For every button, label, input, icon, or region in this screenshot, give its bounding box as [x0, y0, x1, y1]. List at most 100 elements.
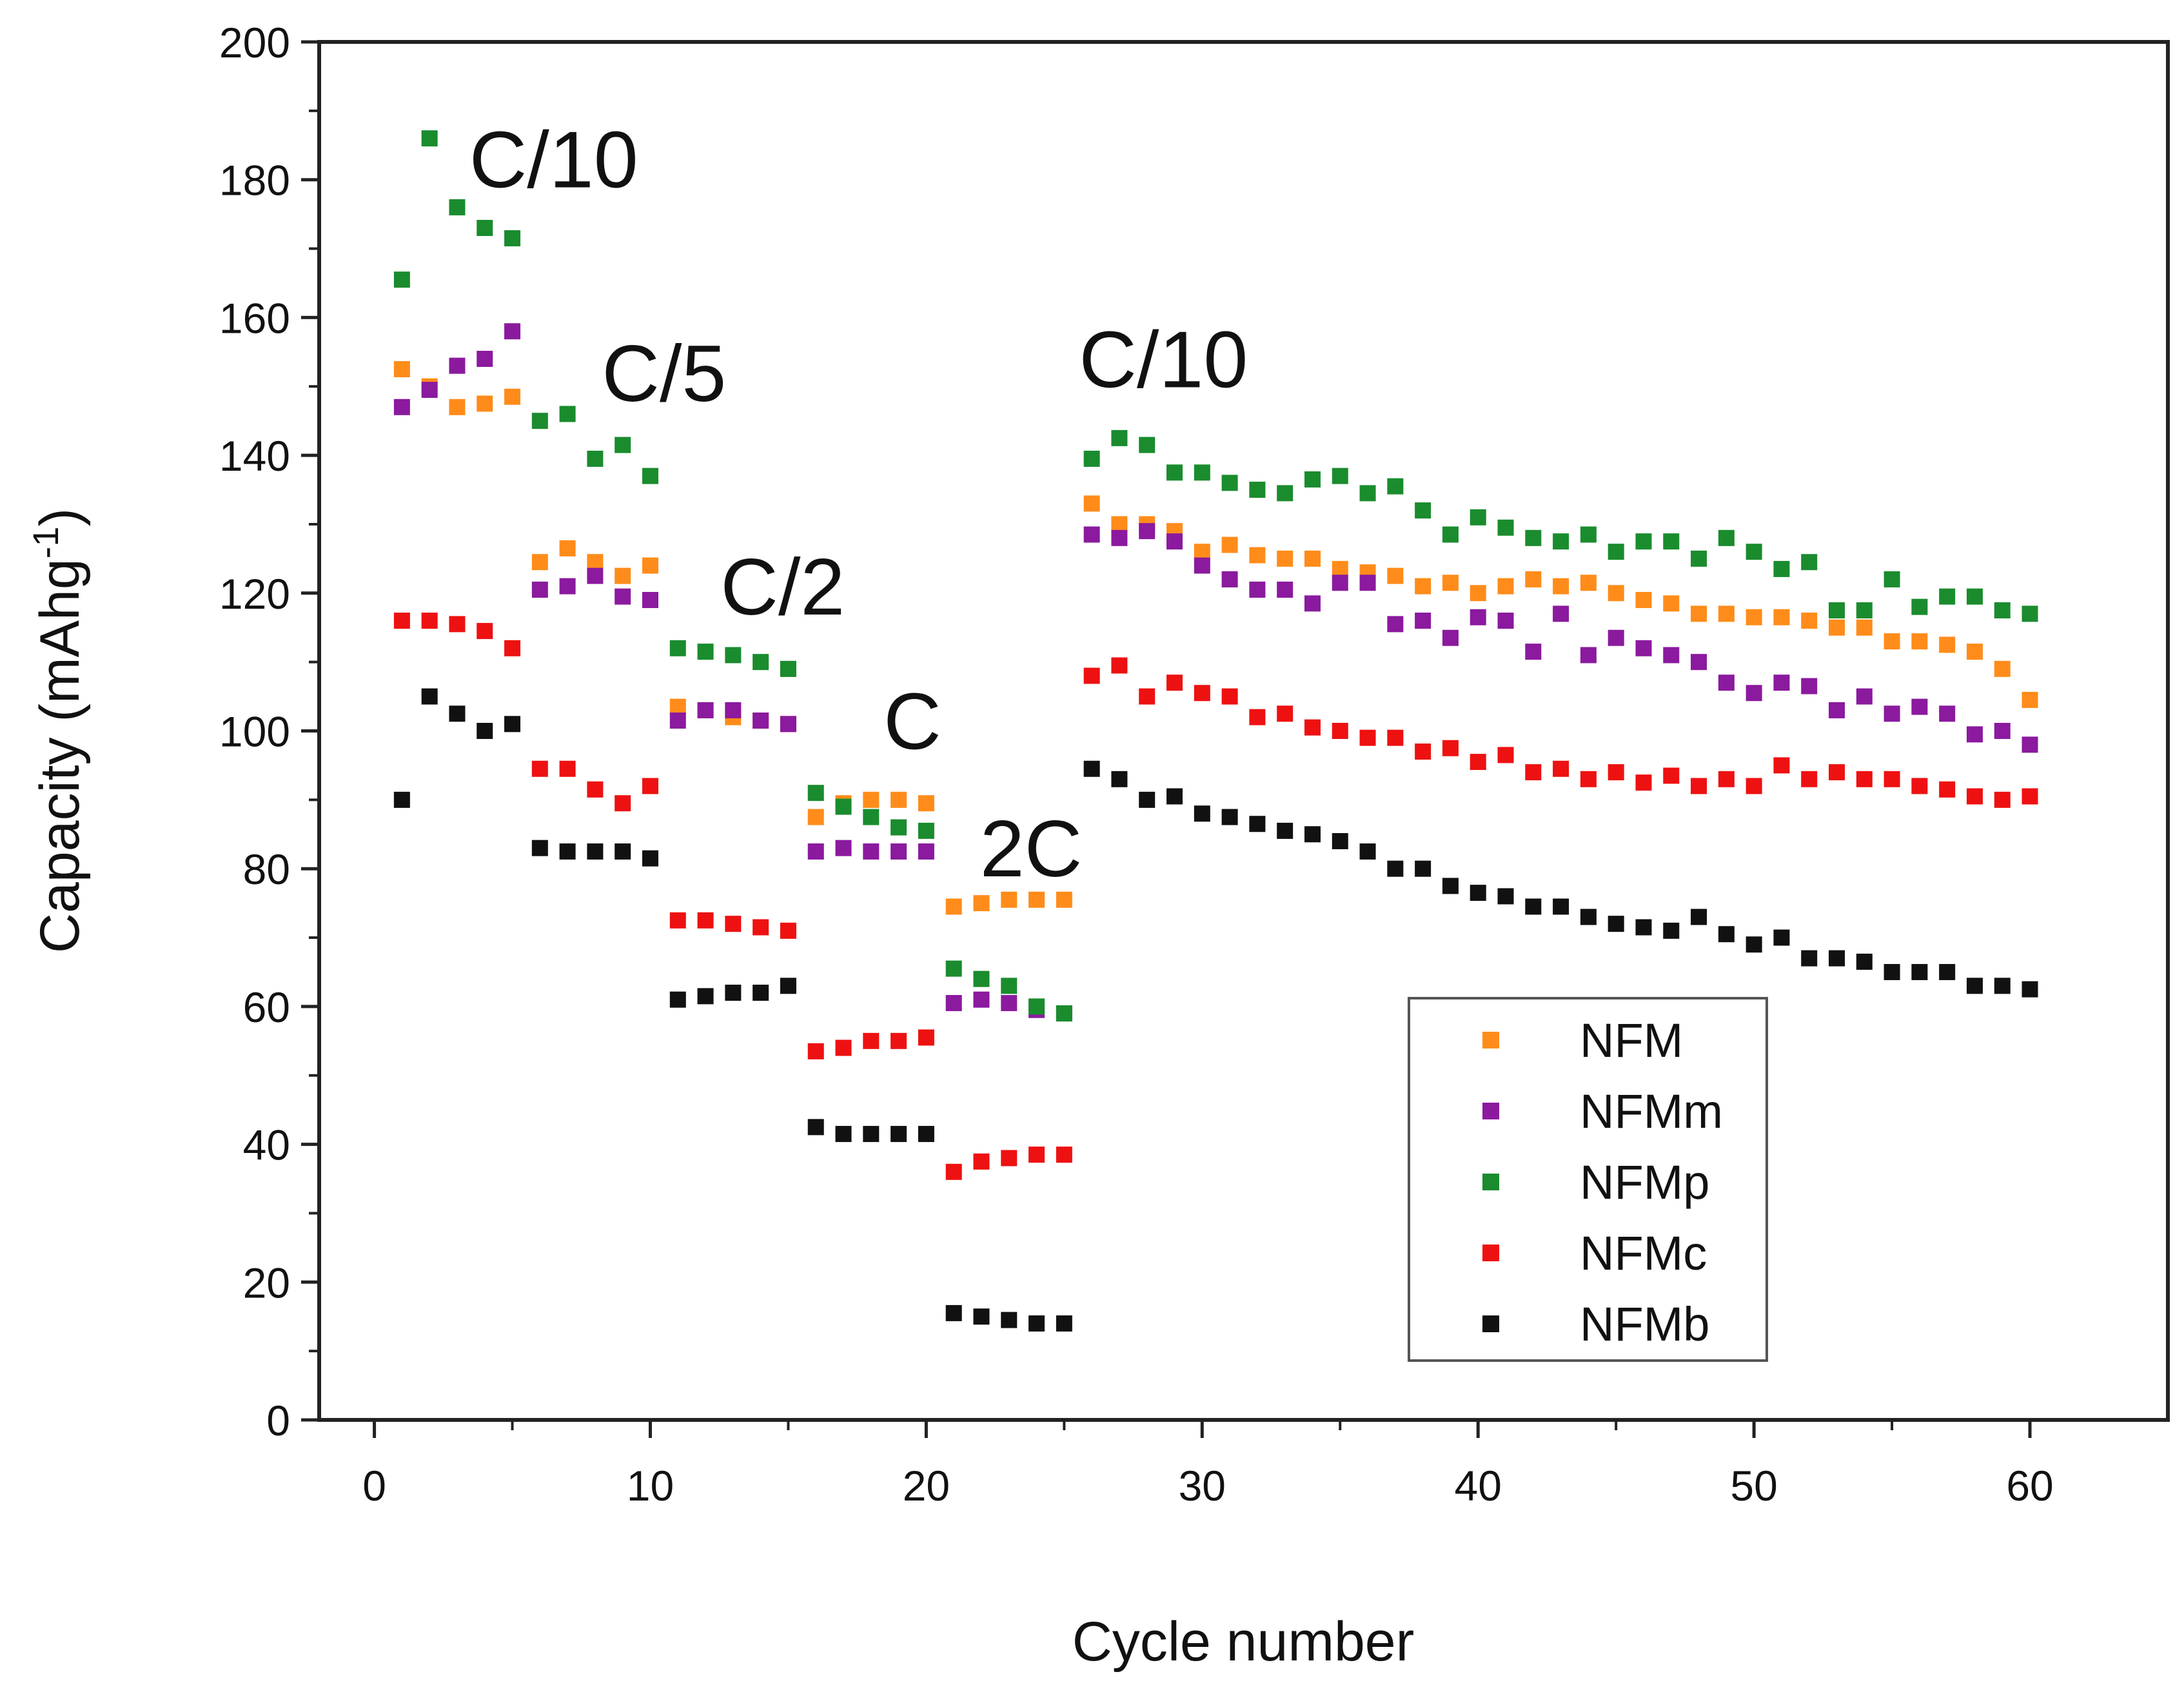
- data-point: [1442, 526, 1459, 543]
- data-point: [1083, 667, 1100, 684]
- legend-items: NFM NFMm NFMp NFMc NFMb: [1482, 1014, 1723, 1351]
- data-point: [918, 843, 934, 860]
- data-point: [863, 843, 880, 860]
- data-point: [421, 382, 438, 399]
- data-point: [973, 895, 990, 912]
- series-NFMb: [393, 688, 2038, 1332]
- data-point: [1884, 963, 1900, 980]
- data-point: [1580, 575, 1597, 591]
- data-point: [1359, 575, 1376, 591]
- data-point: [587, 450, 604, 467]
- data-point: [1442, 575, 1459, 591]
- data-point: [587, 567, 604, 584]
- rate-label: C/10: [1079, 316, 1248, 405]
- data-point: [504, 640, 521, 656]
- data-point: [2022, 691, 2038, 708]
- data-point: [1966, 588, 1983, 605]
- legend-marker: [1482, 1245, 1499, 1261]
- data-point: [1746, 544, 1762, 560]
- data-point: [1994, 791, 2011, 808]
- data-point: [1415, 578, 1431, 595]
- data-point: [807, 1043, 824, 1059]
- data-point: [669, 912, 686, 929]
- data-point: [697, 702, 714, 718]
- data-point: [1966, 726, 1983, 743]
- data-point: [890, 791, 907, 808]
- data-point: [642, 591, 658, 608]
- data-point: [1056, 891, 1072, 908]
- data-point: [504, 323, 521, 340]
- data-point: [1911, 963, 1928, 980]
- data-point: [753, 712, 769, 729]
- data-point: [1691, 909, 1707, 925]
- data-point: [1139, 791, 1156, 808]
- data-point: [1525, 571, 1542, 587]
- data-point: [1470, 609, 1486, 625]
- data-point: [697, 988, 714, 1005]
- data-point: [477, 351, 493, 368]
- x-axis: 0 10 20 30 40 50 60: [362, 1420, 2054, 1510]
- data-point: [835, 1126, 852, 1143]
- data-point: [780, 660, 796, 677]
- data-point: [1663, 647, 1680, 664]
- y-tick-label: 20: [243, 1259, 290, 1306]
- data-point: [642, 467, 658, 484]
- data-point: [1442, 629, 1459, 646]
- legend-label: NFMc: [1580, 1226, 1707, 1280]
- plot-frame: [317, 40, 2170, 1422]
- data-point: [504, 388, 521, 405]
- data-point: [1663, 767, 1680, 784]
- data-point: [835, 1039, 852, 1056]
- data-point: [1801, 950, 1818, 967]
- data-point: [1139, 688, 1156, 705]
- data-point: [1497, 578, 1514, 595]
- data-point: [669, 991, 686, 1008]
- data-point: [1387, 860, 1404, 877]
- data-point: [1829, 764, 1845, 781]
- data-point: [1773, 674, 1790, 691]
- data-point: [559, 760, 576, 777]
- data-point: [1194, 557, 1210, 574]
- data-point: [1387, 567, 1404, 584]
- data-point: [1553, 533, 1569, 550]
- data-point: [587, 554, 604, 571]
- data-point: [559, 843, 576, 860]
- data-point: [863, 1126, 880, 1143]
- data-point: [1497, 613, 1514, 629]
- data-point: [642, 557, 658, 574]
- data-point: [531, 554, 548, 571]
- data-point: [1801, 678, 1818, 694]
- data-point: [1249, 581, 1266, 598]
- data-point: [1249, 482, 1266, 498]
- y-tick-label: 180: [219, 157, 290, 204]
- data-point: [1718, 605, 1735, 622]
- legend-label: NFMm: [1580, 1085, 1723, 1138]
- data-point: [1856, 688, 1873, 705]
- data-point: [531, 413, 548, 429]
- data-point: [559, 578, 576, 595]
- data-point: [807, 809, 824, 825]
- data-point: [615, 437, 631, 453]
- legend-label: NFM: [1580, 1014, 1683, 1067]
- data-point: [1718, 771, 1735, 787]
- data-point: [890, 1032, 907, 1049]
- data-point: [1304, 550, 1321, 567]
- data-point: [1884, 771, 1900, 787]
- data-point: [1470, 754, 1486, 771]
- data-point: [1083, 760, 1100, 777]
- data-point: [1139, 437, 1156, 453]
- data-point: [1277, 485, 1294, 502]
- y-tick-label: 200: [219, 19, 290, 66]
- data-point: [1221, 688, 1238, 705]
- data-point: [1939, 636, 1956, 653]
- data-point: [1221, 536, 1238, 553]
- data-point: [807, 785, 824, 802]
- data-point: [1746, 685, 1762, 702]
- data-point: [421, 688, 438, 705]
- data-point: [1525, 529, 1542, 546]
- data-point: [1994, 602, 2011, 619]
- data-point: [449, 616, 466, 633]
- data-point: [1442, 740, 1459, 756]
- data-point: [1746, 936, 1762, 953]
